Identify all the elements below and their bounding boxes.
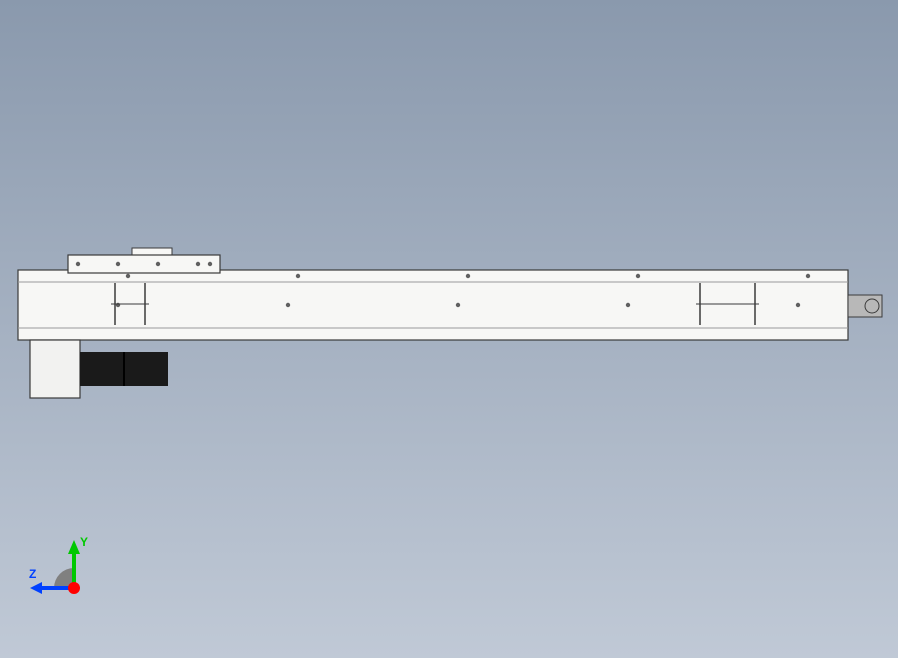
rail-bolt-top-3 bbox=[636, 274, 640, 278]
rail-bolt-top-4 bbox=[806, 274, 810, 278]
rail-bolt-top-1 bbox=[296, 274, 300, 278]
model-render bbox=[0, 0, 898, 658]
rail-bolt-mid-1 bbox=[286, 303, 290, 307]
rail-bolt-mid-4 bbox=[796, 303, 800, 307]
carriage-bolt-0 bbox=[76, 262, 80, 266]
rail-bolt-top-0 bbox=[126, 274, 130, 278]
y-axis-label: Y bbox=[80, 535, 88, 549]
y-axis-arrow bbox=[68, 540, 80, 554]
rail-bolt-mid-0 bbox=[116, 303, 120, 307]
rail-bolt-mid-2 bbox=[456, 303, 460, 307]
cad-viewport[interactable]: Z Y bbox=[0, 0, 898, 658]
view-triad[interactable]: Z Y bbox=[28, 528, 104, 604]
carriage-bolt-1 bbox=[116, 262, 120, 266]
x-axis-dot bbox=[68, 582, 80, 594]
motor-mount-block bbox=[30, 340, 80, 398]
z-axis-arrow bbox=[30, 582, 42, 594]
end-cap-knob bbox=[865, 299, 879, 313]
z-axis-label: Z bbox=[29, 567, 36, 581]
rail-bolt-top-2 bbox=[466, 274, 470, 278]
linear-rail-body bbox=[18, 270, 848, 340]
carriage-bolt-3 bbox=[196, 262, 200, 266]
rail-bolt-mid-3 bbox=[626, 303, 630, 307]
carriage-bolt-2 bbox=[156, 262, 160, 266]
carriage-bolt-4 bbox=[208, 262, 212, 266]
